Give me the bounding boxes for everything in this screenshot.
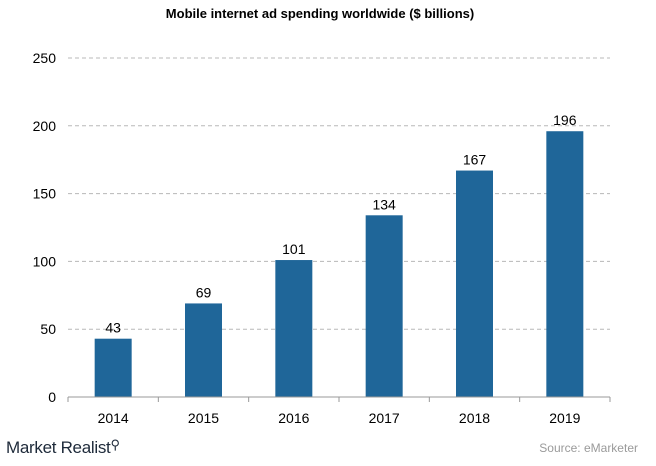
x-axis: 2014 2015 2016 2017 2018 2019	[67, 396, 611, 426]
chart-title: Mobile internet ad spending worldwide ($…	[166, 6, 474, 21]
gridlines	[68, 57, 610, 330]
source-note: Source: eMarketer	[539, 441, 638, 455]
y-axis: 0 50 100 150 200 250	[33, 50, 57, 405]
magnifier-icon: ⚲	[110, 437, 120, 452]
brand-name: Market Realist	[6, 438, 111, 457]
x-tick-label: 2017	[369, 410, 400, 426]
x-tick-label: 2014	[98, 410, 129, 426]
bar	[546, 131, 584, 397]
x-tick-label: 2018	[459, 410, 490, 426]
brand-logo: Market Realist⚲	[6, 437, 120, 458]
bar	[185, 303, 222, 397]
data-label: 43	[105, 320, 121, 336]
data-label: 101	[282, 241, 306, 257]
x-tick-label: 2019	[549, 410, 580, 426]
data-label: 69	[196, 284, 212, 300]
y-tick-label: 200	[33, 118, 57, 134]
bar	[456, 170, 493, 397]
y-tick-label: 150	[33, 186, 57, 202]
y-tick-label: 250	[33, 50, 57, 66]
data-label: 167	[463, 152, 487, 168]
y-tick-label: 50	[40, 321, 56, 337]
bars: 43 69 101 134 167 196	[94, 112, 584, 397]
x-tick-label: 2015	[188, 410, 219, 426]
bar	[365, 215, 403, 397]
bar	[275, 260, 313, 397]
y-tick-label: 0	[48, 389, 56, 405]
data-label: 134	[372, 196, 396, 212]
data-label: 196	[553, 112, 577, 128]
x-tick-label: 2016	[278, 410, 309, 426]
bar	[94, 338, 132, 397]
y-tick-label: 100	[33, 253, 57, 269]
